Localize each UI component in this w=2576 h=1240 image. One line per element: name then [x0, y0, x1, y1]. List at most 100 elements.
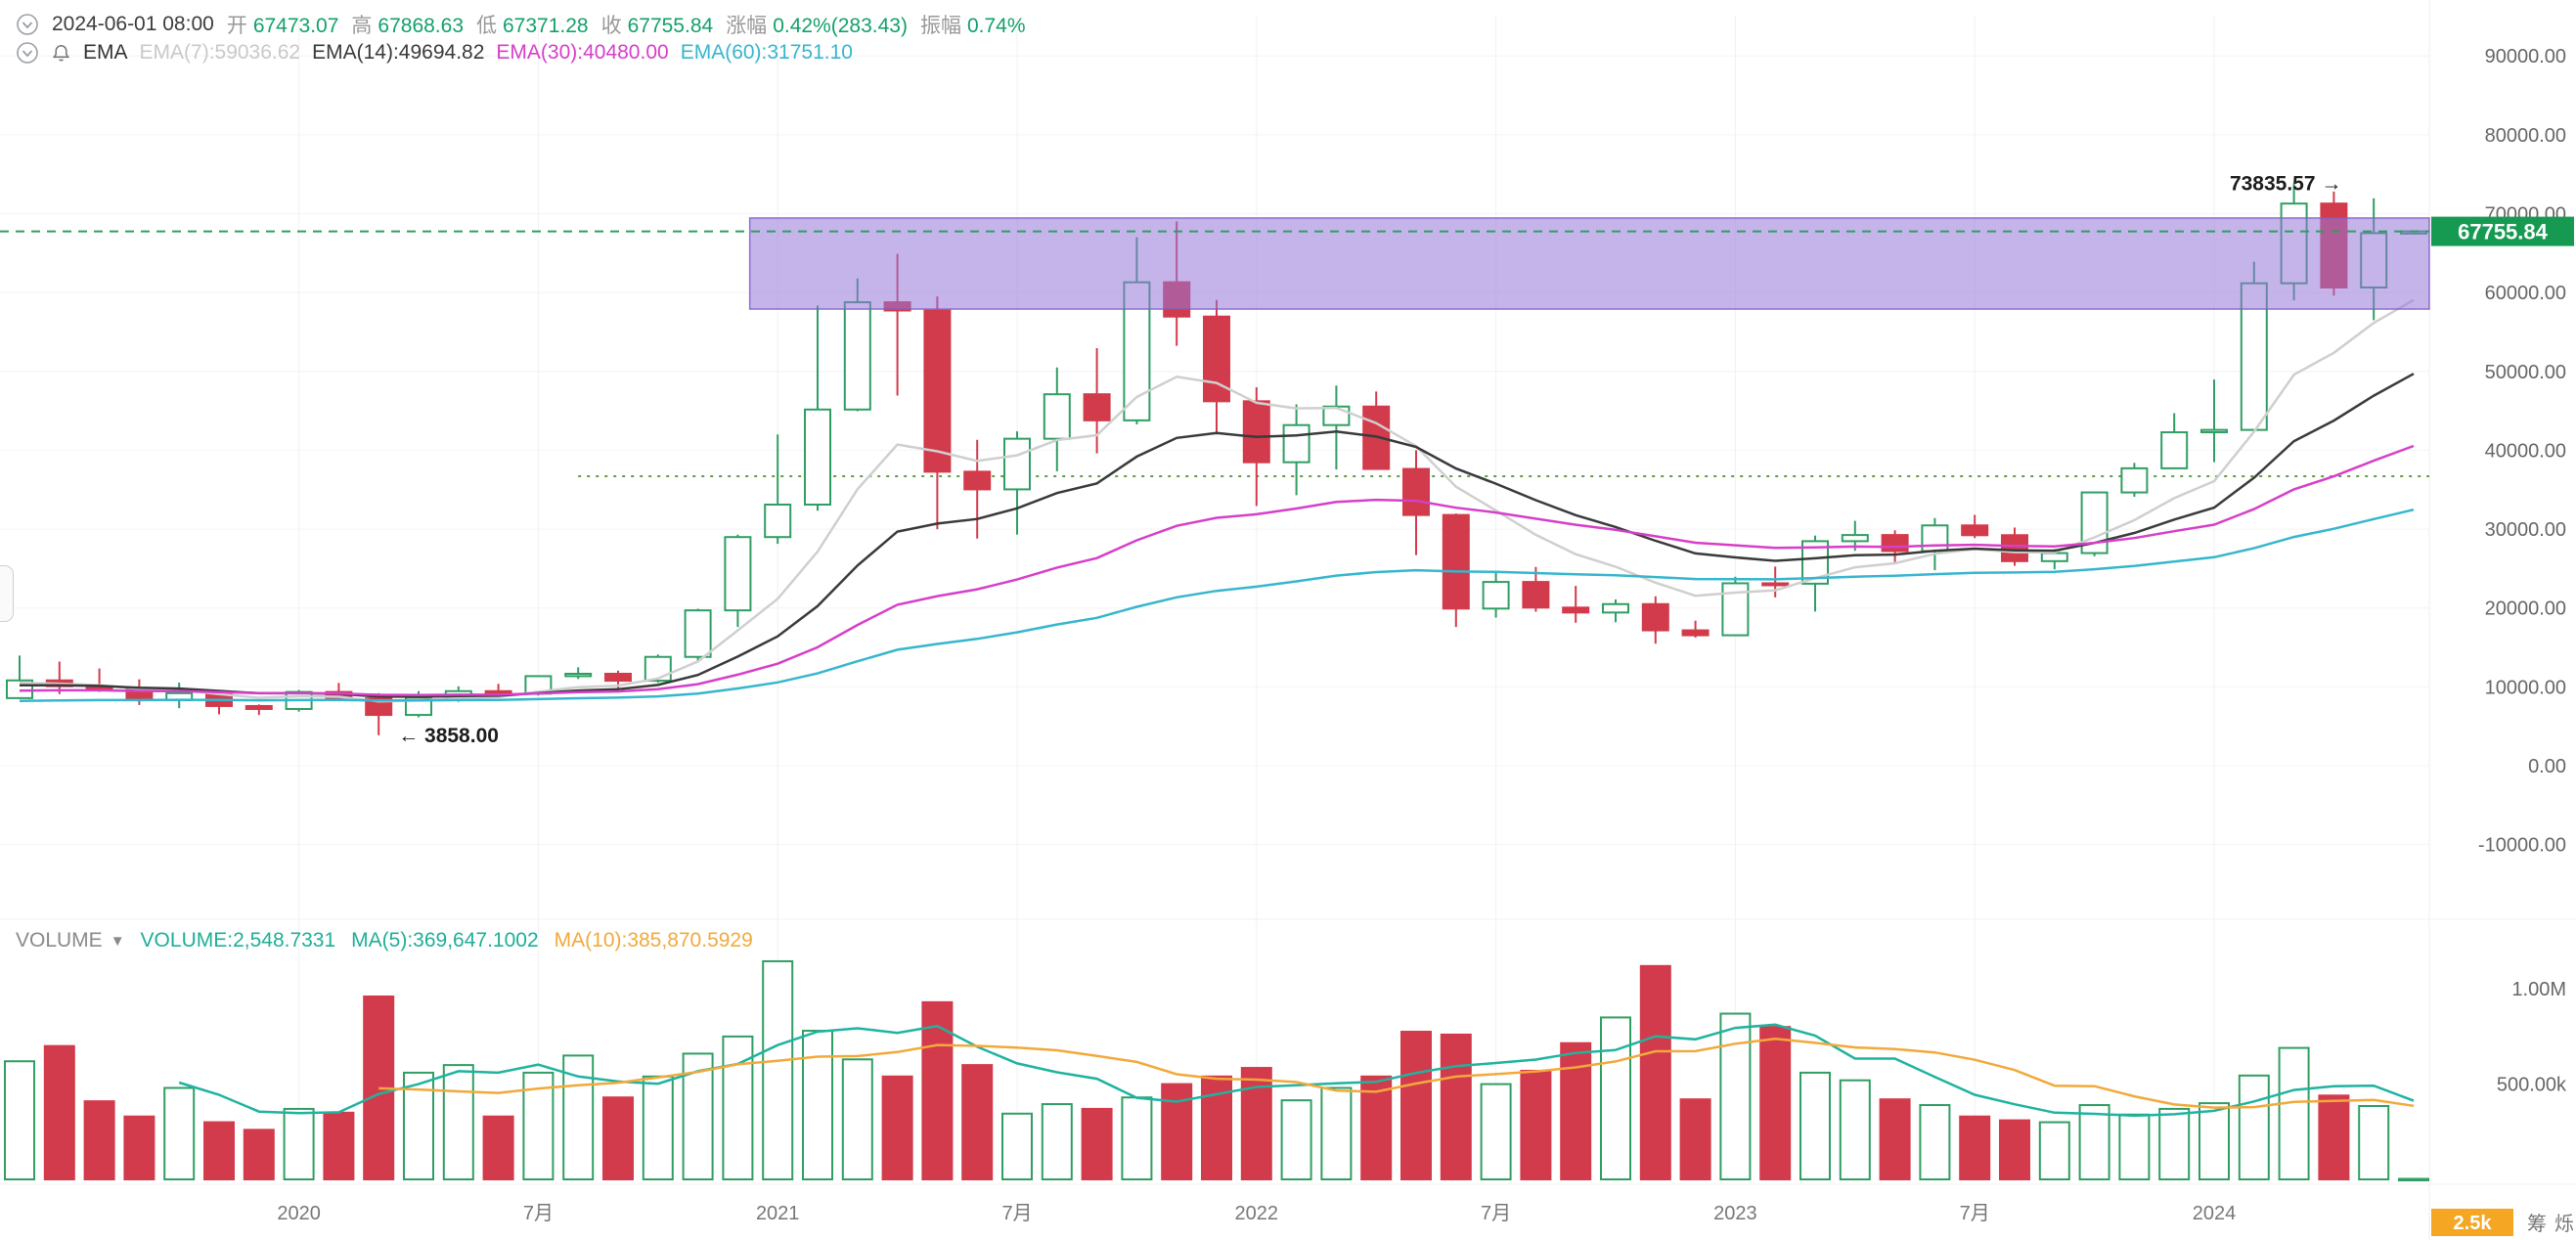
ema60-legend: EMA(60):31751.10: [680, 41, 853, 64]
candle-body: [1641, 602, 1669, 632]
time-tick-label: 2022: [1235, 1203, 1279, 1224]
volume-bar: [243, 1129, 275, 1181]
high-pair: 高 67868.63: [351, 10, 464, 39]
change-value: 0.42%(283.43): [773, 15, 908, 37]
alert-bell-icon[interactable]: [51, 43, 71, 64]
volume-bar: [2238, 1074, 2270, 1180]
volume-bar: [2198, 1102, 2230, 1180]
ema7-legend: EMA(7):59036.62: [139, 41, 301, 64]
close-value: 67755.84: [627, 15, 714, 37]
volume-bar: [1639, 964, 1671, 1180]
candle-body: [2040, 552, 2068, 562]
collapse-ema-icon[interactable]: [16, 41, 39, 65]
volume-bar: [163, 1086, 196, 1180]
ohlc-legend: 2024-06-01 08:00 开 67473.07 高 67868.63 低 67…: [16, 10, 1026, 39]
ema30-legend: EMA(30):40480.00: [496, 41, 669, 64]
candle-body: [1442, 513, 1470, 610]
volume-bar: [1600, 1016, 1631, 1181]
candle-body: [1083, 393, 1111, 421]
candle-body: [684, 609, 712, 658]
volume-bar: [1839, 1079, 1871, 1180]
volume-layer: [4, 959, 2429, 1182]
candle-body: [1043, 393, 1071, 440]
ema-14-line: [19, 373, 2415, 698]
candle-body: [365, 697, 393, 717]
open-pair: 开 67473.07: [227, 10, 339, 39]
volume-bar: [2118, 1113, 2151, 1180]
candle-body: [724, 536, 752, 612]
volume-bar: [2278, 1046, 2310, 1181]
pane-resize-handle[interactable]: [0, 565, 14, 622]
candle-body: [1961, 524, 1989, 537]
candle-body: [1402, 467, 1430, 516]
volume-bar: [1560, 1041, 1592, 1181]
volume-bar: [123, 1115, 155, 1180]
volume-bar: [2398, 1177, 2429, 1182]
corner-tab-1[interactable]: 筹: [2527, 1213, 2547, 1235]
candle-body: [644, 655, 672, 683]
corner-tab-2[interactable]: 烁: [2554, 1213, 2574, 1235]
time-tick-label: 2021: [756, 1203, 800, 1224]
volume-bar: [1520, 1069, 1552, 1180]
price-tick-label: 80000.00: [2485, 125, 2566, 147]
candle-body: [1562, 606, 1590, 614]
ema-layer: [19, 298, 2415, 703]
candle-body: [1921, 524, 1949, 553]
change-label: 涨幅: [726, 15, 768, 37]
svg-text:67755.84: 67755.84: [2458, 220, 2549, 244]
price-tick-label: 0.00: [2528, 756, 2566, 777]
price-tick-label: 20000.00: [2485, 598, 2566, 620]
high-value: 67868.63: [378, 15, 464, 37]
volume-dropdown-icon[interactable]: ▼: [110, 932, 125, 950]
volume-bar: [602, 1096, 634, 1180]
candle-body: [1482, 581, 1510, 610]
svg-text:2.5k: 2.5k: [2454, 1213, 2493, 1234]
low-value: 67371.28: [503, 15, 589, 37]
collapse-main-icon[interactable]: [16, 13, 39, 36]
volume-bar: [2158, 1107, 2191, 1180]
volume-bar: [1999, 1119, 2030, 1181]
volume-bar: [1121, 1096, 1153, 1180]
candle-body: [1003, 437, 1031, 491]
price-tick-label: 60000.00: [2485, 283, 2566, 304]
volume-bar: [1240, 1067, 1272, 1180]
volume-bar: [2038, 1121, 2070, 1181]
candle-datetime: 2024-06-01 08:00: [52, 13, 214, 35]
volume-bar: [1919, 1104, 1951, 1180]
volume-legend: VOLUME ▼ VOLUME:2,548.7331 MA(5):369,647…: [16, 929, 753, 952]
volume-ma-layer: [178, 1023, 2415, 1118]
volume-bar: [4, 1060, 35, 1180]
high-label: 高: [351, 15, 373, 37]
price-tick-label: 50000.00: [2485, 362, 2566, 383]
volume-ma-10-line: [378, 1037, 2415, 1109]
price-tick-label: 40000.00: [2485, 440, 2566, 462]
axis-layer: 90000.0080000.0070000.0060000.0050000.00…: [277, 46, 2574, 1236]
candle-body: [244, 704, 273, 710]
volume-bar: [802, 1030, 833, 1181]
ema-legend: EMA EMA(7):59036.62 EMA(14):49694.82 EMA…: [16, 41, 853, 65]
time-tick-label: 7月: [1481, 1203, 1511, 1224]
candle-body: [843, 301, 871, 411]
candle-body: [1522, 581, 1550, 609]
time-tick-label: 2024: [2193, 1203, 2237, 1224]
volume-bar: [841, 1058, 873, 1180]
ema-title: EMA: [83, 41, 128, 64]
candle-body: [804, 408, 831, 507]
last-price-badge: 67755.84: [2431, 216, 2574, 246]
volume-bar: [442, 1064, 474, 1180]
ema-60-line: [19, 508, 2415, 702]
volume-tick-label: 1.00M: [2511, 979, 2566, 1000]
ema-30-line: [19, 444, 2415, 696]
candle-body: [963, 470, 992, 491]
candle-body: [2160, 431, 2189, 469]
volume-bar: [1719, 1012, 1752, 1181]
low-annotation: ← 3858.00: [398, 725, 499, 747]
volume-bar: [1081, 1107, 1113, 1180]
candle-body: [1841, 534, 1869, 543]
volume-bar: [1759, 1026, 1792, 1181]
volume-ma5-legend: MA(5):369,647.1002: [351, 929, 539, 952]
volume-title[interactable]: VOLUME: [16, 929, 103, 952]
volume-bar: [2078, 1104, 2110, 1180]
supply-zone: [748, 217, 2430, 310]
